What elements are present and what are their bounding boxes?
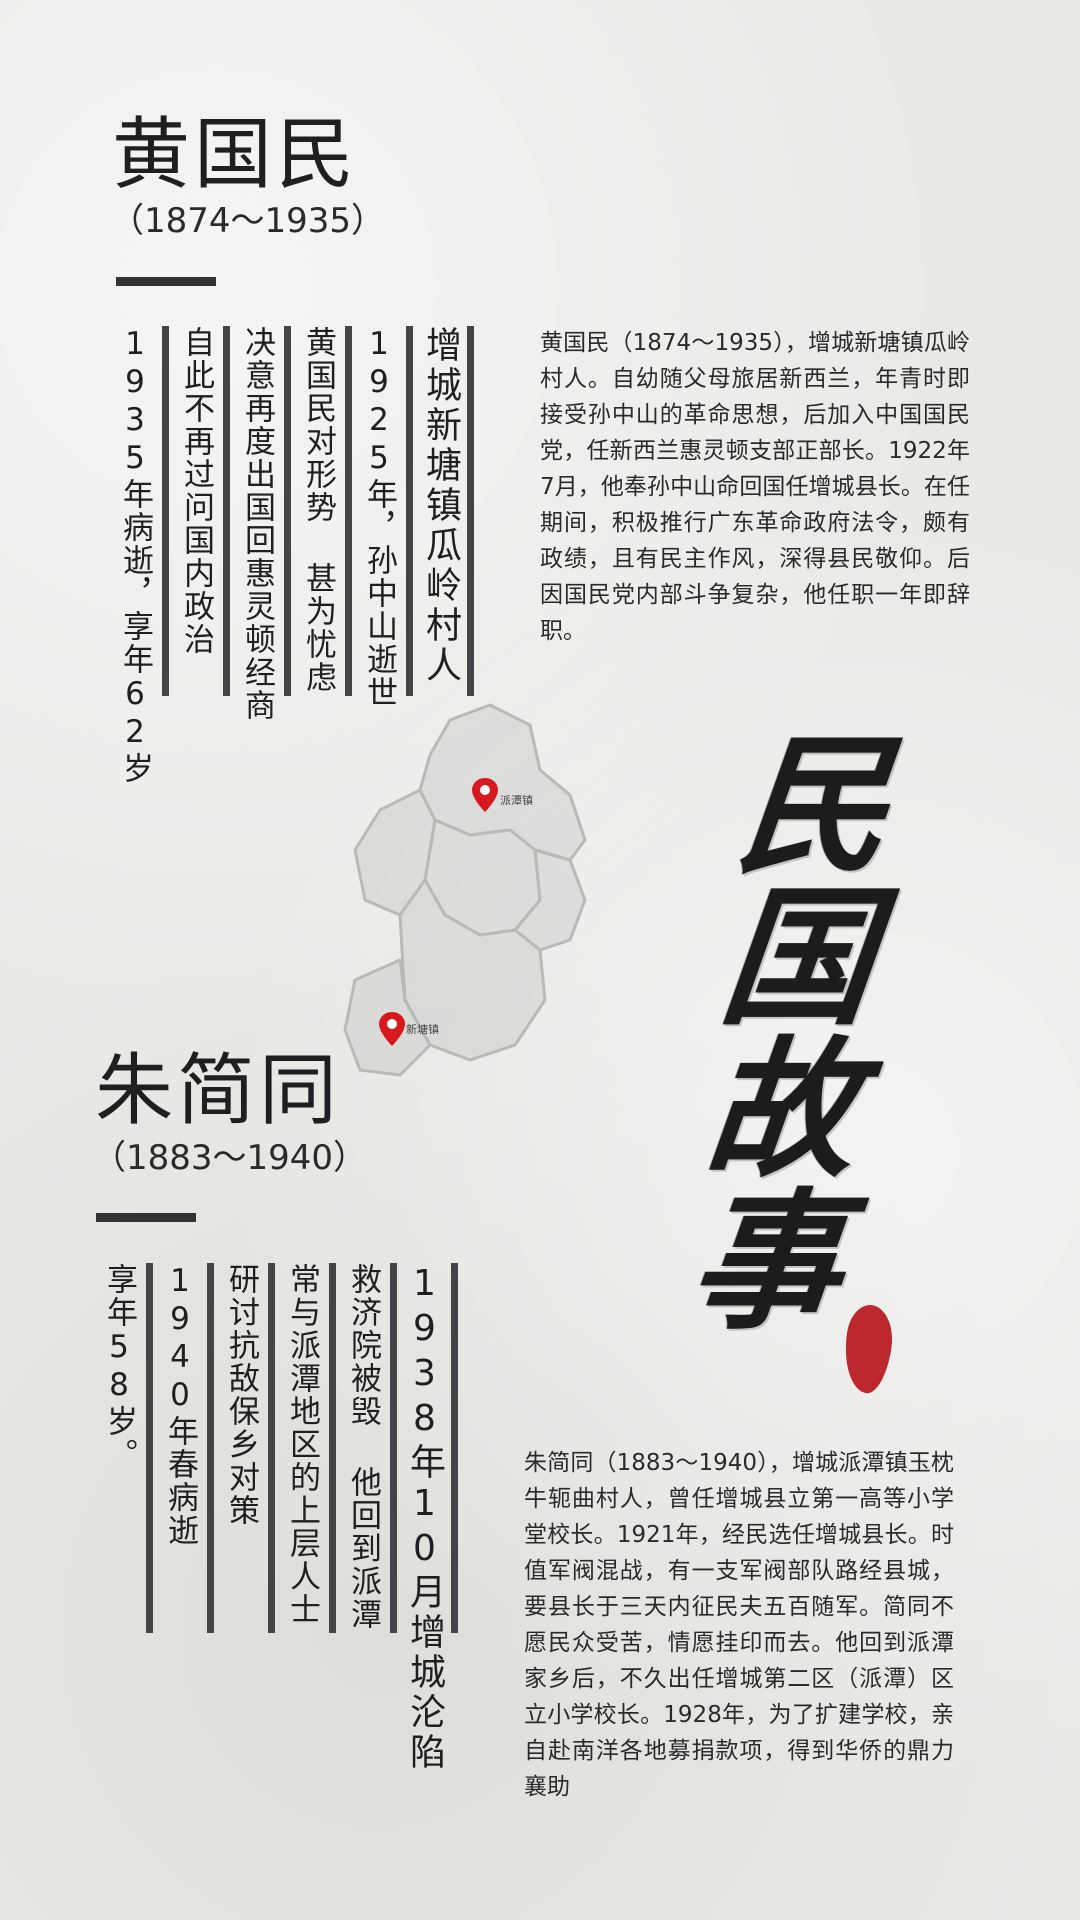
person2-col: 享年58岁。 <box>96 1263 153 1633</box>
person1-bio: 黄国民（1874～1935），增城新塘镇瓜岭村人。自幼随父母旅居新西兰，年青时即… <box>540 330 970 644</box>
person2-dates: （1883～1940） <box>92 1138 368 1178</box>
calligraphy-char: 故 <box>697 1022 867 1198</box>
person1-col: 决意再度出国回惠灵顿经商 <box>234 326 291 722</box>
person1-col: 自此不再过问国内政治 <box>173 326 230 696</box>
map-pin-paitan: 派潭镇 <box>472 778 533 812</box>
person1-col: 增城新塘镇瓜岭村人 <box>417 326 474 696</box>
person2-name: 朱简同 <box>95 1046 342 1136</box>
map-pin-label: 新塘镇 <box>406 1022 439 1036</box>
person1-vertical-text: 增城新塘镇瓜岭村人 1925年，孙中山逝世 黄国民对形势 甚为忧虑 决意再度出国… <box>108 326 474 785</box>
person2-divider <box>96 1213 196 1222</box>
calligraphy-char: 民 <box>729 718 899 894</box>
map-pin-xintang: 新塘镇 <box>379 1012 439 1046</box>
person1-col: 1935年病逝，享年62岁 <box>112 326 169 785</box>
map-pin-label: 派潭镇 <box>500 793 533 807</box>
person1-col: 1925年，孙中山逝世 <box>356 326 413 709</box>
calligraphy-char: 事 <box>681 1174 851 1350</box>
calligraphy-char: 国 <box>713 870 883 1046</box>
map-region-east <box>513 848 587 952</box>
person2-bio: 朱简同（1883～1940），增城派潭镇玉枕牛轭曲村人，曾任增城县立第一高等小学… <box>524 1450 954 1800</box>
person2-col: 1940年春病逝 <box>157 1263 214 1633</box>
person1-divider <box>116 277 216 286</box>
person2-vertical-text: 1938年10月增城沦陷 救济院被毁 他回到派潭 常与派潭地区的上层人士 研讨抗… <box>92 1263 458 1773</box>
person2-col: 1938年10月增城沦陷 <box>401 1263 458 1773</box>
person1-dates: （1874～1935） <box>110 201 386 241</box>
person1-col: 黄国民对形势 甚为忧虑 <box>295 326 352 696</box>
person2-col: 研讨抗敌保乡对策 <box>218 1263 275 1633</box>
district-map: 派潭镇 新塘镇 <box>343 703 587 1077</box>
person2-col: 常与派潭地区的上层人士 <box>279 1263 336 1633</box>
person1-name: 黄国民 <box>112 110 359 200</box>
calligraphy-title: 民 国 故 事 <box>668 718 912 1350</box>
person2-col: 救济院被毁 他回到派潭 <box>340 1263 397 1633</box>
